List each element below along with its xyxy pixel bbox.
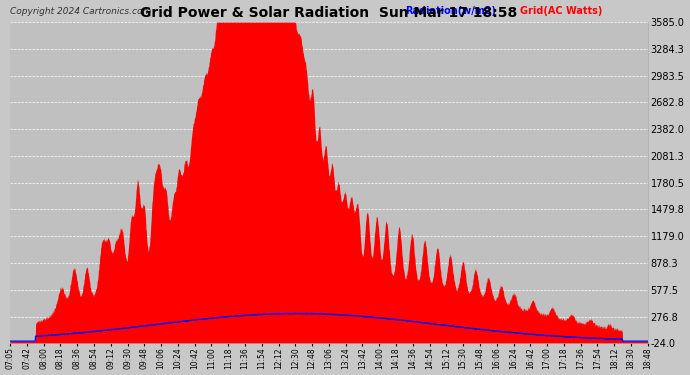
Text: Copyright 2024 Cartronics.com: Copyright 2024 Cartronics.com bbox=[10, 7, 151, 16]
Title: Grid Power & Solar Radiation  Sun Mar 17 18:58: Grid Power & Solar Radiation Sun Mar 17 … bbox=[140, 6, 518, 20]
Text: Radiation(w/m2): Radiation(w/m2) bbox=[406, 6, 496, 16]
Text: Grid(AC Watts): Grid(AC Watts) bbox=[520, 6, 602, 16]
